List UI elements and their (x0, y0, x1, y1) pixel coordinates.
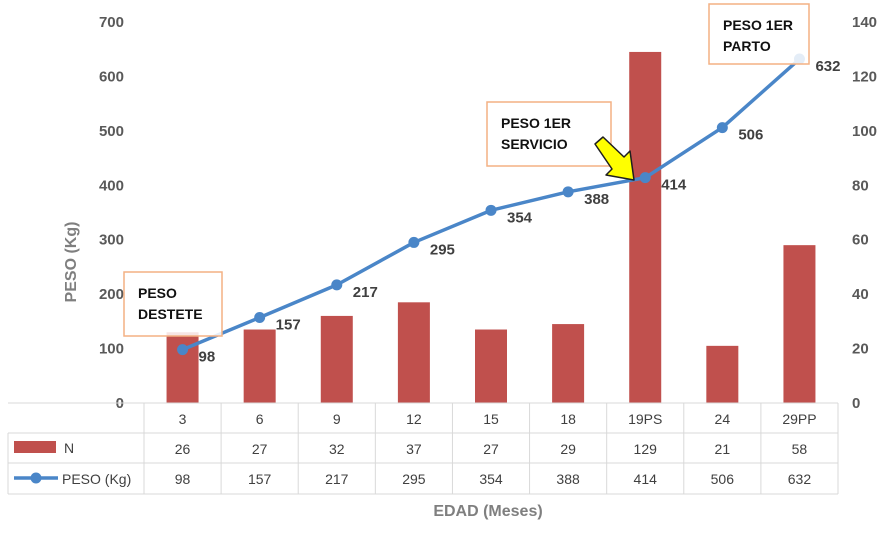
y-right-tick-label: 140 (852, 14, 877, 31)
table-cell-peso: 295 (402, 471, 426, 487)
annotation-box: PESO 1ER SERVICIO (486, 101, 635, 181)
data-label-peso: 632 (815, 58, 840, 75)
annotation-frame (708, 3, 810, 65)
y-right-tick-label: 60 (852, 232, 869, 249)
table-cell-peso: 506 (711, 471, 735, 487)
y-right-tick-label: 40 (852, 286, 869, 303)
bar-n (552, 324, 585, 403)
bar-n (320, 315, 353, 403)
y-left-tick-label: 400 (99, 177, 124, 194)
point-peso (485, 204, 497, 216)
table-category-label: 24 (715, 411, 731, 427)
y-left-tick-label: 700 (99, 14, 124, 31)
table-category-label: 12 (406, 411, 422, 427)
bar-n (166, 332, 199, 403)
table-cell-peso: 157 (248, 471, 272, 487)
bar-n (243, 329, 276, 403)
y-left-tick-label: 300 (99, 232, 124, 249)
table-cell-peso: 217 (325, 471, 349, 487)
point-peso (639, 172, 651, 184)
table-cell-n: 29 (560, 441, 576, 457)
arrow-icon (594, 136, 635, 181)
bar-n (783, 245, 816, 403)
point-peso (177, 344, 189, 356)
y-left-tick-label: 500 (99, 123, 124, 140)
data-label-peso: 354 (507, 209, 533, 226)
data-label-peso: 295 (430, 241, 455, 258)
table-category-label: 19PS (628, 411, 662, 427)
annotations-layer: PESO DESTETE PESO 1ER SERVICIO PESO 1ER PARTO (123, 3, 810, 337)
table-cell-peso: 414 (634, 471, 658, 487)
annotation-text: PESO 1ER (723, 17, 793, 33)
data-label-peso: 217 (353, 284, 378, 301)
table-category-label: 18 (560, 411, 576, 427)
table-cell-peso: 388 (556, 471, 580, 487)
annotation-frame (123, 271, 223, 337)
y-left-tick-label: 100 (99, 341, 124, 358)
point-peso (331, 279, 343, 291)
bar-n (397, 302, 430, 403)
data-label-peso: 414 (661, 177, 687, 194)
annotation-box: PESO 1ER PARTO (708, 3, 810, 65)
y-left-tick-label: 600 (99, 68, 124, 85)
table-category-label: 6 (256, 411, 264, 427)
y-right-tick-label: 20 (852, 341, 869, 358)
table-category-label: 29PP (782, 411, 816, 427)
data-label-peso: 388 (584, 191, 609, 208)
y-axis-title: PESO (Kg) (63, 222, 80, 303)
bar-n (706, 345, 739, 403)
table-cell-peso: 354 (479, 471, 503, 487)
table-cell-n: 37 (406, 441, 422, 457)
y-right-tick-label: 80 (852, 177, 869, 194)
y-left-tick-label: 200 (99, 286, 124, 303)
legend-swatch-n (14, 441, 56, 453)
table-cell-peso: 98 (175, 471, 191, 487)
y-right-tick-label: 0 (852, 395, 860, 412)
x-axis-title: EDAD (Meses) (433, 503, 542, 520)
bars-layer (166, 51, 816, 403)
data-table: 3 6 9 12 15 18 19PS 24 29PP N 26 27 32 37 27 29 129 21 58 P… (7, 402, 839, 495)
data-label-peso: 98 (199, 349, 216, 366)
annotation-text: PARTO (723, 38, 771, 54)
table-category-label: 15 (483, 411, 499, 427)
annotation-text: SERVICIO (501, 136, 568, 152)
point-peso (408, 236, 420, 248)
bar-n (629, 51, 662, 403)
annotation-text: PESO (138, 285, 177, 301)
point-peso (254, 312, 266, 324)
legend-label-peso: PESO (Kg) (62, 471, 131, 487)
legend-marker-peso (30, 472, 42, 484)
table-cell-n: 32 (329, 441, 345, 457)
point-peso (562, 186, 574, 198)
table-category-label: 3 (179, 411, 187, 427)
y-right-tick-label: 120 (852, 68, 877, 85)
annotation-text: DESTETE (138, 306, 203, 322)
table-category-label: 9 (333, 411, 341, 427)
bar-n (475, 329, 507, 403)
data-label-peso: 157 (276, 317, 301, 334)
data-label-peso: 506 (738, 127, 763, 144)
table-cell-peso: 632 (788, 471, 812, 487)
table-cell-n: 27 (252, 441, 268, 457)
annotation-box: PESO DESTETE (123, 271, 223, 337)
legend-label-n: N (64, 440, 74, 456)
y-right-tick-label: 100 (852, 123, 877, 140)
table-cell-n: 27 (483, 441, 499, 457)
table-cell-n: 26 (175, 441, 191, 457)
table-cell-n: 21 (715, 441, 731, 457)
line-layer: 98 157 217 295 354 388 414 506 632 (177, 53, 840, 366)
point-peso (716, 122, 728, 134)
annotation-text: PESO 1ER (501, 115, 571, 131)
table-cell-n: 58 (792, 441, 808, 457)
annotation-frame (486, 101, 612, 167)
table-cell-n: 129 (634, 441, 658, 457)
